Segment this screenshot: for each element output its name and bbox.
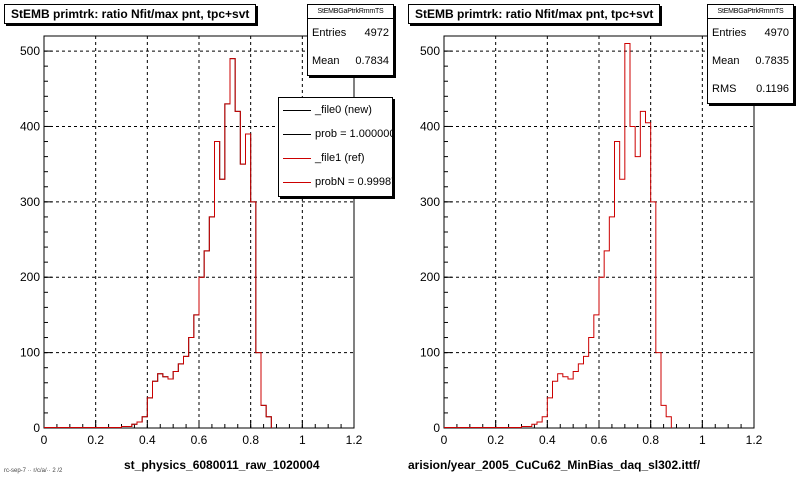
x-tick-label: 0.8	[642, 433, 659, 447]
x-tick-label: 0.6	[191, 433, 208, 447]
x-tick-label: 0.2	[487, 433, 504, 447]
stats-label: Entries	[712, 27, 747, 39]
stats-label: Mean	[712, 55, 740, 67]
x-tick-label: 1	[299, 433, 306, 447]
legend-label: _file1 (ref)	[315, 152, 365, 164]
stats-label: Mean	[312, 55, 340, 67]
stats-row-mean: Mean 0.7835	[708, 47, 793, 75]
legend-entry-probn: probN = 0.99987	[279, 170, 392, 194]
histogram-panel-left: 0 0.2 0.4 0.6 0.8 1 1.2 0 100 200 300 400 500 StEMB …	[4, 4, 394, 472]
y-tick-label: 500	[420, 44, 440, 58]
histogram-series-line	[121, 58, 272, 428]
stats-row-entries: Entries 4970	[708, 19, 793, 47]
x-tick-label: 0.4	[139, 433, 156, 447]
stats-value: 4972	[364, 27, 389, 39]
x-axis-title: st_physics_6080011_raw_1020004	[124, 458, 320, 472]
x-tick-label: 0.2	[87, 433, 104, 447]
legend-label: prob = 1.000000	[315, 128, 393, 140]
plot-frame	[43, 35, 355, 429]
y-tick-label: 100	[420, 346, 440, 360]
histogram-title: StEMB primtrk: ratio Nfit/max pnt, tpc+s…	[408, 4, 661, 24]
legend-line-red	[283, 181, 311, 183]
legend-entry-ref: _file1 (ref)	[279, 146, 392, 170]
y-tick-label: 400	[420, 119, 440, 133]
stats-value: 0.7835	[755, 55, 789, 67]
legend-line-red	[283, 157, 311, 159]
y-tick-label: 0	[33, 421, 40, 435]
x-tick-label: 1	[699, 433, 706, 447]
legend-line-black	[283, 133, 311, 135]
legend-entry-new: _file0 (new)	[279, 98, 392, 122]
stats-box: StEMBGaPtrkRmmTS Entries 4970 Mean 0.783…	[707, 4, 794, 104]
stats-header: StEMBGaPtrkRmmTS	[708, 5, 793, 19]
stats-label: Entries	[312, 27, 347, 39]
y-tick-label: 200	[420, 270, 440, 284]
legend-entry-prob: prob = 1.000000	[279, 122, 392, 146]
x-tick-label: 0.6	[591, 433, 608, 447]
y-tick-label: 300	[20, 195, 40, 209]
stats-row-mean: Mean 0.7834	[308, 47, 393, 75]
stats-box: StEMBGaPtrkRmmTS Entries 4972 Mean 0.783…	[307, 4, 394, 76]
histogram-title: StEMB primtrk: ratio Nfit/max pnt, tpc+s…	[4, 4, 257, 24]
x-tick-label: 1.2	[746, 433, 763, 447]
x-tick-label: 0.4	[539, 433, 556, 447]
plot-area-right: 0 0.2 0.4 0.6 0.8 1 1.2 0 100 200 300 400 500	[420, 35, 763, 447]
legend-label: probN = 0.99987	[315, 176, 393, 188]
histogram-panel-right: 0 0.2 0.4 0.6 0.8 1 1.2 0 100 200 300 400 500 StEMB …	[400, 0, 800, 480]
legend-label: _file0 (new)	[315, 104, 372, 116]
legend-line-black	[283, 109, 311, 111]
stats-value: 0.7834	[355, 55, 389, 67]
histogram-series-line	[521, 43, 672, 428]
x-tick-label: 0	[41, 433, 48, 447]
stats-value: 4970	[764, 27, 789, 39]
stats-header: StEMBGaPtrkRmmTS	[308, 5, 393, 19]
x-tick-label: 1.2	[346, 433, 363, 447]
footer-note: rc-sep-7 ·· r/c/a/·· 2 /2	[4, 468, 63, 474]
stats-row-rms: RMS 0.1196	[708, 75, 793, 103]
y-tick-label: 200	[20, 270, 40, 284]
legend-box: _file0 (new) prob = 1.000000 _file1 (ref…	[278, 97, 393, 197]
y-tick-label: 400	[20, 119, 40, 133]
y-tick-label: 100	[20, 346, 40, 360]
stats-label: RMS	[712, 83, 737, 95]
stats-value: 0.1196	[756, 83, 789, 95]
stats-row-entries: Entries 4972	[308, 19, 393, 47]
x-tick-label: 0.8	[242, 433, 259, 447]
y-tick-label: 0	[433, 421, 440, 435]
x-axis-title: arision/year_2005_CuCu62_MinBias_daq_sl3…	[408, 458, 701, 472]
x-tick-label: 0	[441, 433, 448, 447]
y-tick-label: 500	[20, 44, 40, 58]
y-tick-label: 300	[420, 195, 440, 209]
